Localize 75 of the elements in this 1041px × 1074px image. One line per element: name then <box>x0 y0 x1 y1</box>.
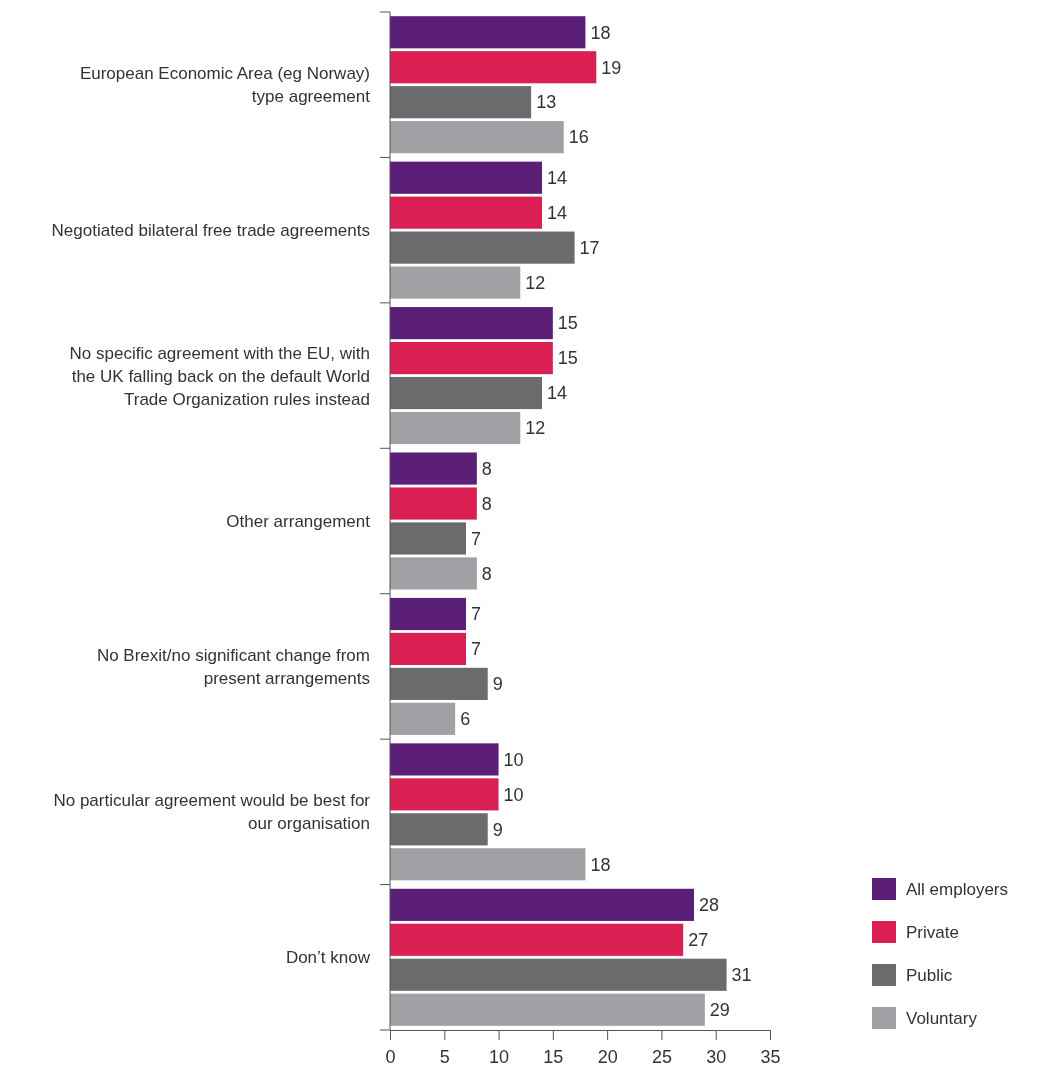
x-tick-label: 35 <box>760 1046 781 1067</box>
data-label: 14 <box>547 383 568 404</box>
data-label: 8 <box>481 493 492 514</box>
data-label: 10 <box>503 749 524 770</box>
bar <box>390 51 597 84</box>
x-tick-label: 0 <box>385 1046 396 1067</box>
legend-label: Private <box>906 922 959 942</box>
bar <box>390 376 542 410</box>
bar <box>390 522 466 555</box>
data-label: 31 <box>731 965 752 986</box>
bar <box>390 888 694 921</box>
y-tick-label: Other arrangement <box>226 511 371 531</box>
data-label: 29 <box>709 1000 730 1021</box>
data-label: 15 <box>557 348 578 369</box>
y-tick-label: No Brexit/no significant change from present arrangements <box>96 645 370 688</box>
y-tick-label: Don’t know <box>285 948 371 968</box>
legend-label: All employers <box>906 879 1009 899</box>
data-label: 17 <box>579 237 600 258</box>
bar <box>390 342 553 375</box>
data-label: 7 <box>471 604 482 625</box>
bar <box>390 266 521 299</box>
bar <box>390 487 477 520</box>
bar <box>390 667 488 700</box>
x-tick-label: 15 <box>543 1046 564 1067</box>
data-label: 27 <box>688 930 709 951</box>
x-tick-label: 5 <box>439 1046 450 1067</box>
bar <box>390 307 553 340</box>
bar <box>390 161 542 194</box>
data-label: 9 <box>492 674 503 695</box>
data-label: 14 <box>547 168 568 188</box>
y-tick-label: Negotiated bilateral free trade agreements <box>51 221 370 241</box>
data-label: 10 <box>503 784 524 805</box>
x-tick-label: 25 <box>651 1046 672 1067</box>
bar <box>390 702 456 735</box>
x-tick-label: 20 <box>597 1046 618 1067</box>
bar <box>390 597 466 631</box>
bar <box>390 958 727 991</box>
data-label: 16 <box>568 127 589 148</box>
legend-label: Voluntary <box>906 1008 978 1028</box>
data-label: 8 <box>481 458 492 479</box>
bar <box>390 16 586 49</box>
bar <box>390 848 586 881</box>
bar <box>390 86 532 119</box>
legend-label: Public <box>906 965 953 985</box>
y-tick-label: No particular agreement would be best for our organisation <box>53 791 371 834</box>
data-label: 19 <box>601 57 622 78</box>
bar <box>390 452 477 485</box>
bar <box>390 743 499 776</box>
bar <box>390 923 684 956</box>
data-label: 12 <box>525 418 546 439</box>
y-tick-label: European Economic Area (eg Norway) type agreement <box>79 64 371 107</box>
bar <box>390 632 466 666</box>
data-label: 13 <box>536 92 557 113</box>
data-label: 18 <box>590 22 611 43</box>
data-label: 7 <box>471 528 482 549</box>
bar <box>390 411 521 445</box>
bar <box>390 231 575 264</box>
bar <box>390 813 488 846</box>
bar <box>390 196 542 229</box>
data-label: 9 <box>492 819 503 840</box>
x-tick-label: 10 <box>489 1046 510 1067</box>
bar <box>390 121 564 154</box>
data-label: 7 <box>471 639 482 660</box>
data-label: 15 <box>557 313 578 334</box>
bar <box>390 557 477 590</box>
data-label: 18 <box>590 854 611 875</box>
bar <box>390 778 499 811</box>
data-label: 14 <box>547 202 568 223</box>
y-tick-label: No specific agreement with the EU, with the UK falling back on the default World Trade Organization rules instead <box>69 343 370 409</box>
data-label: 8 <box>481 563 492 584</box>
data-label: 12 <box>525 272 546 293</box>
x-tick-label: 30 <box>706 1046 727 1067</box>
bar <box>390 993 705 1026</box>
data-label: 28 <box>699 895 720 916</box>
data-label: 6 <box>460 709 471 730</box>
